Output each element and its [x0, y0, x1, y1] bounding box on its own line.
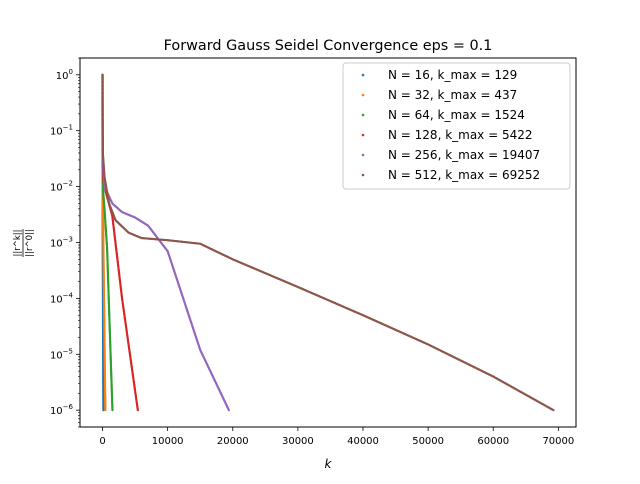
y-tick-label: 10−6: [50, 403, 74, 417]
data-point: [136, 409, 139, 412]
y-axis-label-numerator: ||r^k||: [13, 230, 23, 257]
data-point: [552, 409, 555, 412]
chart-title: Forward Gauss Seidel Convergence eps = 0…: [164, 38, 493, 54]
legend-marker: [361, 113, 365, 117]
legend-label: N = 128, k_max = 5422: [388, 128, 533, 142]
x-tick-label: 50000: [412, 436, 444, 447]
y-tick-label: 10−5: [50, 347, 73, 361]
x-tick-label: 70000: [542, 436, 574, 447]
legend-label: N = 16, k_max = 129: [388, 68, 517, 82]
x-tick-label: 30000: [282, 436, 314, 447]
legend-box: [342, 62, 571, 190]
y-tick-label: 10−3: [50, 236, 73, 250]
y-tick-label: 10−1: [50, 124, 73, 138]
y-axis: 10−6 10−5 10−4 10−3 10−2 10−1 100: [50, 57, 80, 428]
data-layer: [101, 73, 555, 412]
series-2: [101, 73, 107, 412]
x-tick-label: 10000: [152, 436, 184, 447]
data-point: [102, 409, 105, 412]
legend-item: N = 256, k_max = 19407: [361, 148, 540, 162]
data-point: [104, 409, 107, 412]
y-tick-label: 10−2: [50, 180, 73, 194]
x-tick-label: 60000: [477, 436, 509, 447]
legend-label: N = 64, k_max = 1524: [388, 108, 525, 122]
y-axis-label: ||r^k|| ||r^0||: [13, 229, 35, 257]
legend-marker: [361, 93, 365, 97]
legend-label: N = 256, k_max = 19407: [388, 148, 540, 162]
y-tick-label: 10−4: [50, 291, 74, 305]
x-tick-label: 40000: [347, 436, 379, 447]
y-tick-label: 100: [56, 68, 73, 82]
x-axis: 0 10000 20000 30000 40000 50000 60000 70000: [99, 427, 574, 447]
legend-marker: [361, 133, 365, 137]
legend-marker: [361, 173, 365, 177]
data-point: [227, 409, 230, 412]
legend-label: N = 512, k_max = 69252: [388, 168, 540, 182]
x-tick-label: 20000: [217, 436, 249, 447]
x-axis-label: k: [325, 457, 333, 471]
legend-item: N = 128, k_max = 5422: [361, 128, 533, 142]
y-axis-label-denominator: ||r^0||: [25, 229, 35, 256]
legend: N = 16, k_max = 129 N = 32, k_max = 437 N …: [342, 62, 571, 190]
legend-item: N = 64, k_max = 1524: [361, 108, 525, 122]
legend-item: N = 16, k_max = 129: [361, 68, 517, 82]
data-point: [111, 409, 114, 412]
legend-label: N = 32, k_max = 437: [388, 88, 517, 102]
series-6: [101, 73, 555, 412]
legend-item: N = 32, k_max = 437: [361, 88, 517, 102]
legend-marker: [361, 73, 365, 77]
legend-marker: [361, 153, 365, 157]
legend-item: N = 512, k_max = 69252: [361, 168, 540, 182]
x-tick-label: 0: [99, 436, 105, 447]
